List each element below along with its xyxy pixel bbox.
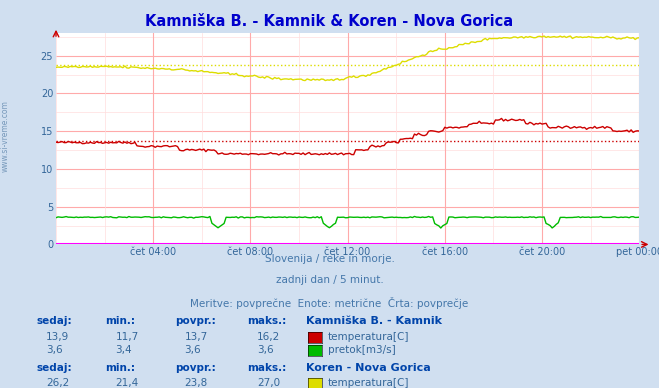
Text: 21,4: 21,4: [115, 378, 138, 388]
Text: temperatura[C]: temperatura[C]: [328, 332, 409, 342]
Text: min.:: min.:: [105, 316, 136, 326]
Text: Koren - Nova Gorica: Koren - Nova Gorica: [306, 363, 431, 373]
Text: pretok[m3/s]: pretok[m3/s]: [328, 345, 395, 355]
Text: 23,8: 23,8: [185, 378, 208, 388]
Text: Meritve: povprečne  Enote: metrične  Črta: povprečje: Meritve: povprečne Enote: metrične Črta:…: [190, 297, 469, 309]
Text: www.si-vreme.com: www.si-vreme.com: [1, 100, 10, 172]
Text: 3,4: 3,4: [115, 345, 132, 355]
Text: maks.:: maks.:: [247, 363, 287, 373]
Text: 13,7: 13,7: [185, 332, 208, 342]
Text: 3,6: 3,6: [185, 345, 201, 355]
Text: 26,2: 26,2: [46, 378, 69, 388]
Text: 11,7: 11,7: [115, 332, 138, 342]
Text: sedaj:: sedaj:: [36, 363, 72, 373]
Text: min.:: min.:: [105, 363, 136, 373]
Text: zadnji dan / 5 minut.: zadnji dan / 5 minut.: [275, 275, 384, 286]
Text: 13,9: 13,9: [46, 332, 69, 342]
Text: maks.:: maks.:: [247, 316, 287, 326]
Text: Slovenija / reke in morje.: Slovenija / reke in morje.: [264, 254, 395, 264]
Text: Kamniška B. - Kamnik & Koren - Nova Gorica: Kamniška B. - Kamnik & Koren - Nova Gori…: [146, 14, 513, 29]
Text: 27,0: 27,0: [257, 378, 280, 388]
Text: 16,2: 16,2: [257, 332, 280, 342]
Text: Kamniška B. - Kamnik: Kamniška B. - Kamnik: [306, 316, 442, 326]
Text: povpr.:: povpr.:: [175, 363, 215, 373]
Text: povpr.:: povpr.:: [175, 316, 215, 326]
Text: sedaj:: sedaj:: [36, 316, 72, 326]
Text: temperatura[C]: temperatura[C]: [328, 378, 409, 388]
Text: 3,6: 3,6: [257, 345, 273, 355]
Text: 3,6: 3,6: [46, 345, 63, 355]
